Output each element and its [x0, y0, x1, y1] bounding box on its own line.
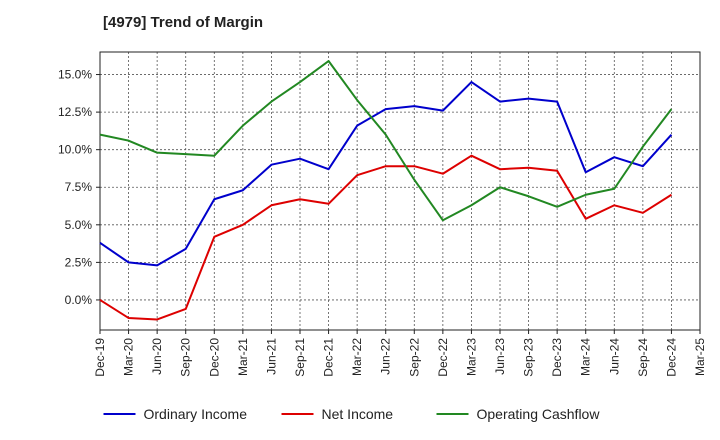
x-tick-label: Jun-20 [150, 338, 164, 375]
x-tick-label: Dec-20 [207, 338, 221, 377]
x-tick-label: Dec-21 [322, 338, 336, 377]
x-tick-label: Jun-22 [379, 338, 393, 375]
chart-title: [4979] Trend of Margin [103, 14, 264, 31]
legend: Ordinary Income Net Income Operating Cashf… [103, 406, 601, 422]
x-tick-label: Mar-20 [122, 338, 136, 376]
y-tick-label: 0.0% [65, 293, 93, 307]
series-line-operating-cashflow [99, 60, 673, 222]
x-tick-label: Sep-20 [179, 338, 193, 377]
x-tick-label: Jun-21 [264, 338, 278, 375]
x-tick-label: Dec-24 [664, 338, 678, 377]
x-tick-label: Mar-22 [350, 338, 364, 376]
axes: 0.0% 2.5% 5.0% 7.5% 10.0% 12.5% 15.0% Dec-19 Mar… [58, 51, 707, 377]
x-tick-label: Jun-24 [607, 338, 621, 375]
y-tick-label: 7.5% [65, 180, 93, 194]
legend-label-net-income: Net Income [322, 406, 394, 422]
x-tick-label: Dec-23 [550, 338, 564, 377]
x-tick-label: Dec-19 [93, 338, 107, 377]
x-tick-label: Sep-22 [407, 338, 421, 377]
series-lines [99, 60, 673, 321]
y-tick-label: 15.0% [58, 68, 92, 82]
x-tick-label: Sep-21 [293, 338, 307, 377]
series-line-ordinary-income [99, 81, 673, 267]
x-tick-label: Dec-22 [436, 338, 450, 377]
legend-label-operating-cashflow: Operating Cashflow [477, 406, 601, 422]
y-tick-label: 12.5% [58, 105, 92, 119]
x-tick-label: Mar-23 [464, 338, 478, 376]
x-tick-label: Mar-24 [579, 338, 593, 376]
plot-frame [99, 51, 701, 331]
x-tick-label: Sep-23 [522, 338, 536, 377]
x-tick-label: Mar-25 [693, 338, 707, 376]
y-tick-label: 5.0% [65, 218, 93, 232]
x-tick-label: Sep-24 [636, 338, 650, 377]
x-tick-label: Jun-23 [493, 338, 507, 375]
grid-lines [99, 52, 701, 330]
x-tick-label: Mar-21 [236, 338, 250, 376]
legend-label-ordinary-income: Ordinary Income [144, 406, 248, 422]
y-tick-label: 2.5% [65, 255, 93, 269]
series-line-net-income [99, 154, 672, 321]
y-tick-label: 10.0% [58, 143, 92, 157]
